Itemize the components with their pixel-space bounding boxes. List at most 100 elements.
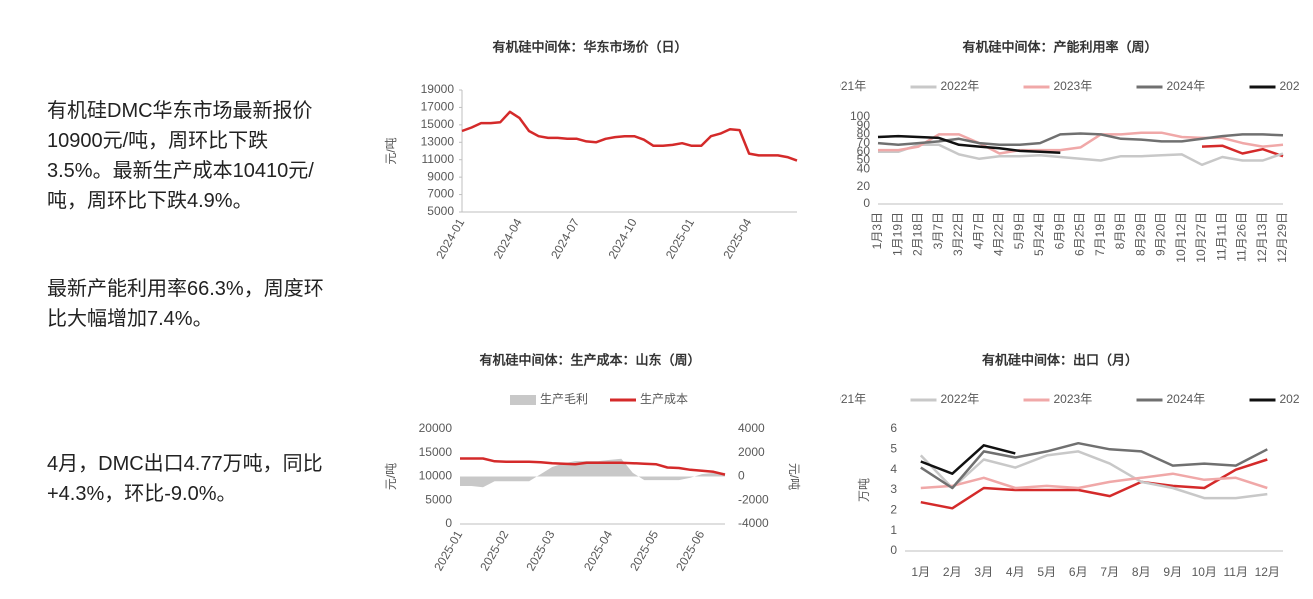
x-tick-label: 11月 <box>1224 565 1248 579</box>
y2-tick-label: 0 <box>738 469 745 483</box>
x-tick-label: 2025-01 <box>431 528 465 573</box>
x-tick-label: 5月24日 <box>1032 212 1046 256</box>
x-tick-label: 2025-02 <box>477 528 511 573</box>
y-tick-label: 0 <box>890 543 897 557</box>
y2-tick-label: 4000 <box>738 421 765 435</box>
y-tick-label: 2 <box>890 503 897 517</box>
y-tick-label: 19000 <box>421 82 455 96</box>
chart-title: 有机硅中间体：生产成本：山东（周） <box>479 352 700 367</box>
legend-label: 2022年 <box>941 79 980 93</box>
x-tick-label: 2月 <box>943 565 962 579</box>
chart-title: 有机硅中间体：产能利用率（周） <box>962 39 1157 54</box>
x-tick-label: 7月 <box>1100 565 1119 579</box>
x-tick-label: 6月 <box>1069 565 1088 579</box>
x-tick-label: 12月13日 <box>1255 212 1269 263</box>
x-tick-label: 3月 <box>974 565 993 579</box>
y-tick-label: 13000 <box>421 134 455 148</box>
y2-tick-label: 2000 <box>738 445 765 459</box>
x-tick-label: 2024-10 <box>605 216 639 261</box>
x-tick-label: 3月22日 <box>951 212 965 256</box>
chart-title: 有机硅中间体：出口（月） <box>982 352 1138 367</box>
line <box>878 143 1284 167</box>
x-tick-label: 2025-05 <box>627 528 661 573</box>
line <box>920 444 1016 475</box>
area <box>460 458 725 488</box>
x-tick-label: 2024-04 <box>491 216 525 261</box>
x-tick-label: 4月7日 <box>971 212 985 249</box>
y-tick-label: 15000 <box>421 117 455 131</box>
x-tick-label: 7月19日 <box>1093 212 1107 256</box>
legend-label: 生产毛利 <box>540 392 588 406</box>
y-tick-label: 7000 <box>427 187 454 201</box>
x-tick-label: 1月3日 <box>870 212 884 249</box>
line <box>920 472 1268 490</box>
y-tick-label: 80 <box>857 127 871 141</box>
x-tick-label: 2025-01 <box>663 216 697 261</box>
summary-text: 最新产能利用率66.3%，周度环比大幅增加7.4%。 <box>47 278 324 330</box>
x-tick-label: 4月 <box>1006 565 1025 579</box>
x-tick-label: 2024-07 <box>548 216 582 261</box>
line <box>461 110 798 162</box>
x-tick-label: 10月27日 <box>1194 212 1208 263</box>
y-tick-label: 40 <box>857 161 871 175</box>
x-tick-label: 6月25日 <box>1073 212 1087 256</box>
x-tick-label: 8月29日 <box>1133 212 1147 256</box>
x-tick-label: 12月29日 <box>1275 212 1289 263</box>
y-tick-label: 90 <box>857 118 871 132</box>
legend-label: 2024年 <box>1167 79 1206 93</box>
x-tick-label: 11月26日 <box>1235 212 1249 262</box>
legend-label: 2025年 <box>1280 392 1301 406</box>
y2-tick-label: -2000 <box>738 492 769 506</box>
y-tick-label: 5 <box>890 442 897 456</box>
y-tick-label: 20 <box>857 179 871 193</box>
x-tick-label: 5月9日 <box>1012 212 1026 249</box>
y2-axis-label: 元/吨 <box>787 463 801 490</box>
x-tick-label: 2025-03 <box>523 528 557 573</box>
legend-label: 2023年 <box>1054 392 1093 406</box>
legend-label: 2021年 <box>840 79 866 93</box>
x-tick-label: 9月 <box>1163 565 1182 579</box>
x-tick-label: 5月 <box>1037 565 1056 579</box>
legend-label: 2021年 <box>840 392 866 406</box>
x-tick-label: 10月12日 <box>1174 212 1188 263</box>
line <box>920 441 1268 490</box>
x-tick-label: 2025-04 <box>720 216 754 261</box>
y-tick-label: 100 <box>850 109 870 123</box>
x-tick-label: 12月 <box>1255 565 1280 579</box>
x-tick-label: 2025-04 <box>581 528 615 573</box>
x-tick-label: 9月20日 <box>1154 212 1168 256</box>
y-tick-label: 10000 <box>419 469 453 483</box>
y-axis-label: 万吨 <box>857 478 871 502</box>
chart-title: 有机硅中间体：华东市场价（日） <box>492 39 687 54</box>
y-tick-label: 20000 <box>419 421 453 435</box>
y-tick-label: 15000 <box>419 445 453 459</box>
y-tick-label: 4 <box>890 462 897 476</box>
y-tick-label: 50 <box>857 153 871 167</box>
x-tick-label: 1月19日 <box>890 212 904 256</box>
line <box>920 458 1268 510</box>
x-tick-label: 10月 <box>1192 565 1217 579</box>
y-tick-label: 11000 <box>422 152 455 166</box>
x-tick-label: 8月9日 <box>1113 212 1127 249</box>
summary-text: 4月，DMC出口4.77万吨，同比+4.3%，环比-9.0%。 <box>47 453 323 505</box>
x-tick-label: 8月 <box>1132 565 1151 579</box>
x-tick-label: 2025-06 <box>673 528 707 573</box>
y2-tick-label: -4000 <box>738 516 769 530</box>
chart: 有机硅中间体：华东市场价（日） 5000 7000 9000 11000 13000 150… <box>384 39 798 261</box>
x-tick-label: 11月11日 <box>1214 212 1228 261</box>
y-axis-label: 元/吨 <box>384 463 398 490</box>
x-tick-label: 3月7日 <box>931 212 945 249</box>
line <box>1201 144 1284 158</box>
line <box>919 450 1268 500</box>
y-tick-label: 3 <box>890 482 897 496</box>
legend-label: 2024年 <box>1167 392 1206 406</box>
y-tick-label: 5000 <box>425 492 452 506</box>
y-axis-label: 元/吨 <box>384 137 398 164</box>
legend-label: 2022年 <box>941 392 980 406</box>
y-tick-label: 1 <box>890 523 897 537</box>
line <box>460 457 726 476</box>
legend-swatch <box>510 395 536 405</box>
line <box>877 134 1061 154</box>
